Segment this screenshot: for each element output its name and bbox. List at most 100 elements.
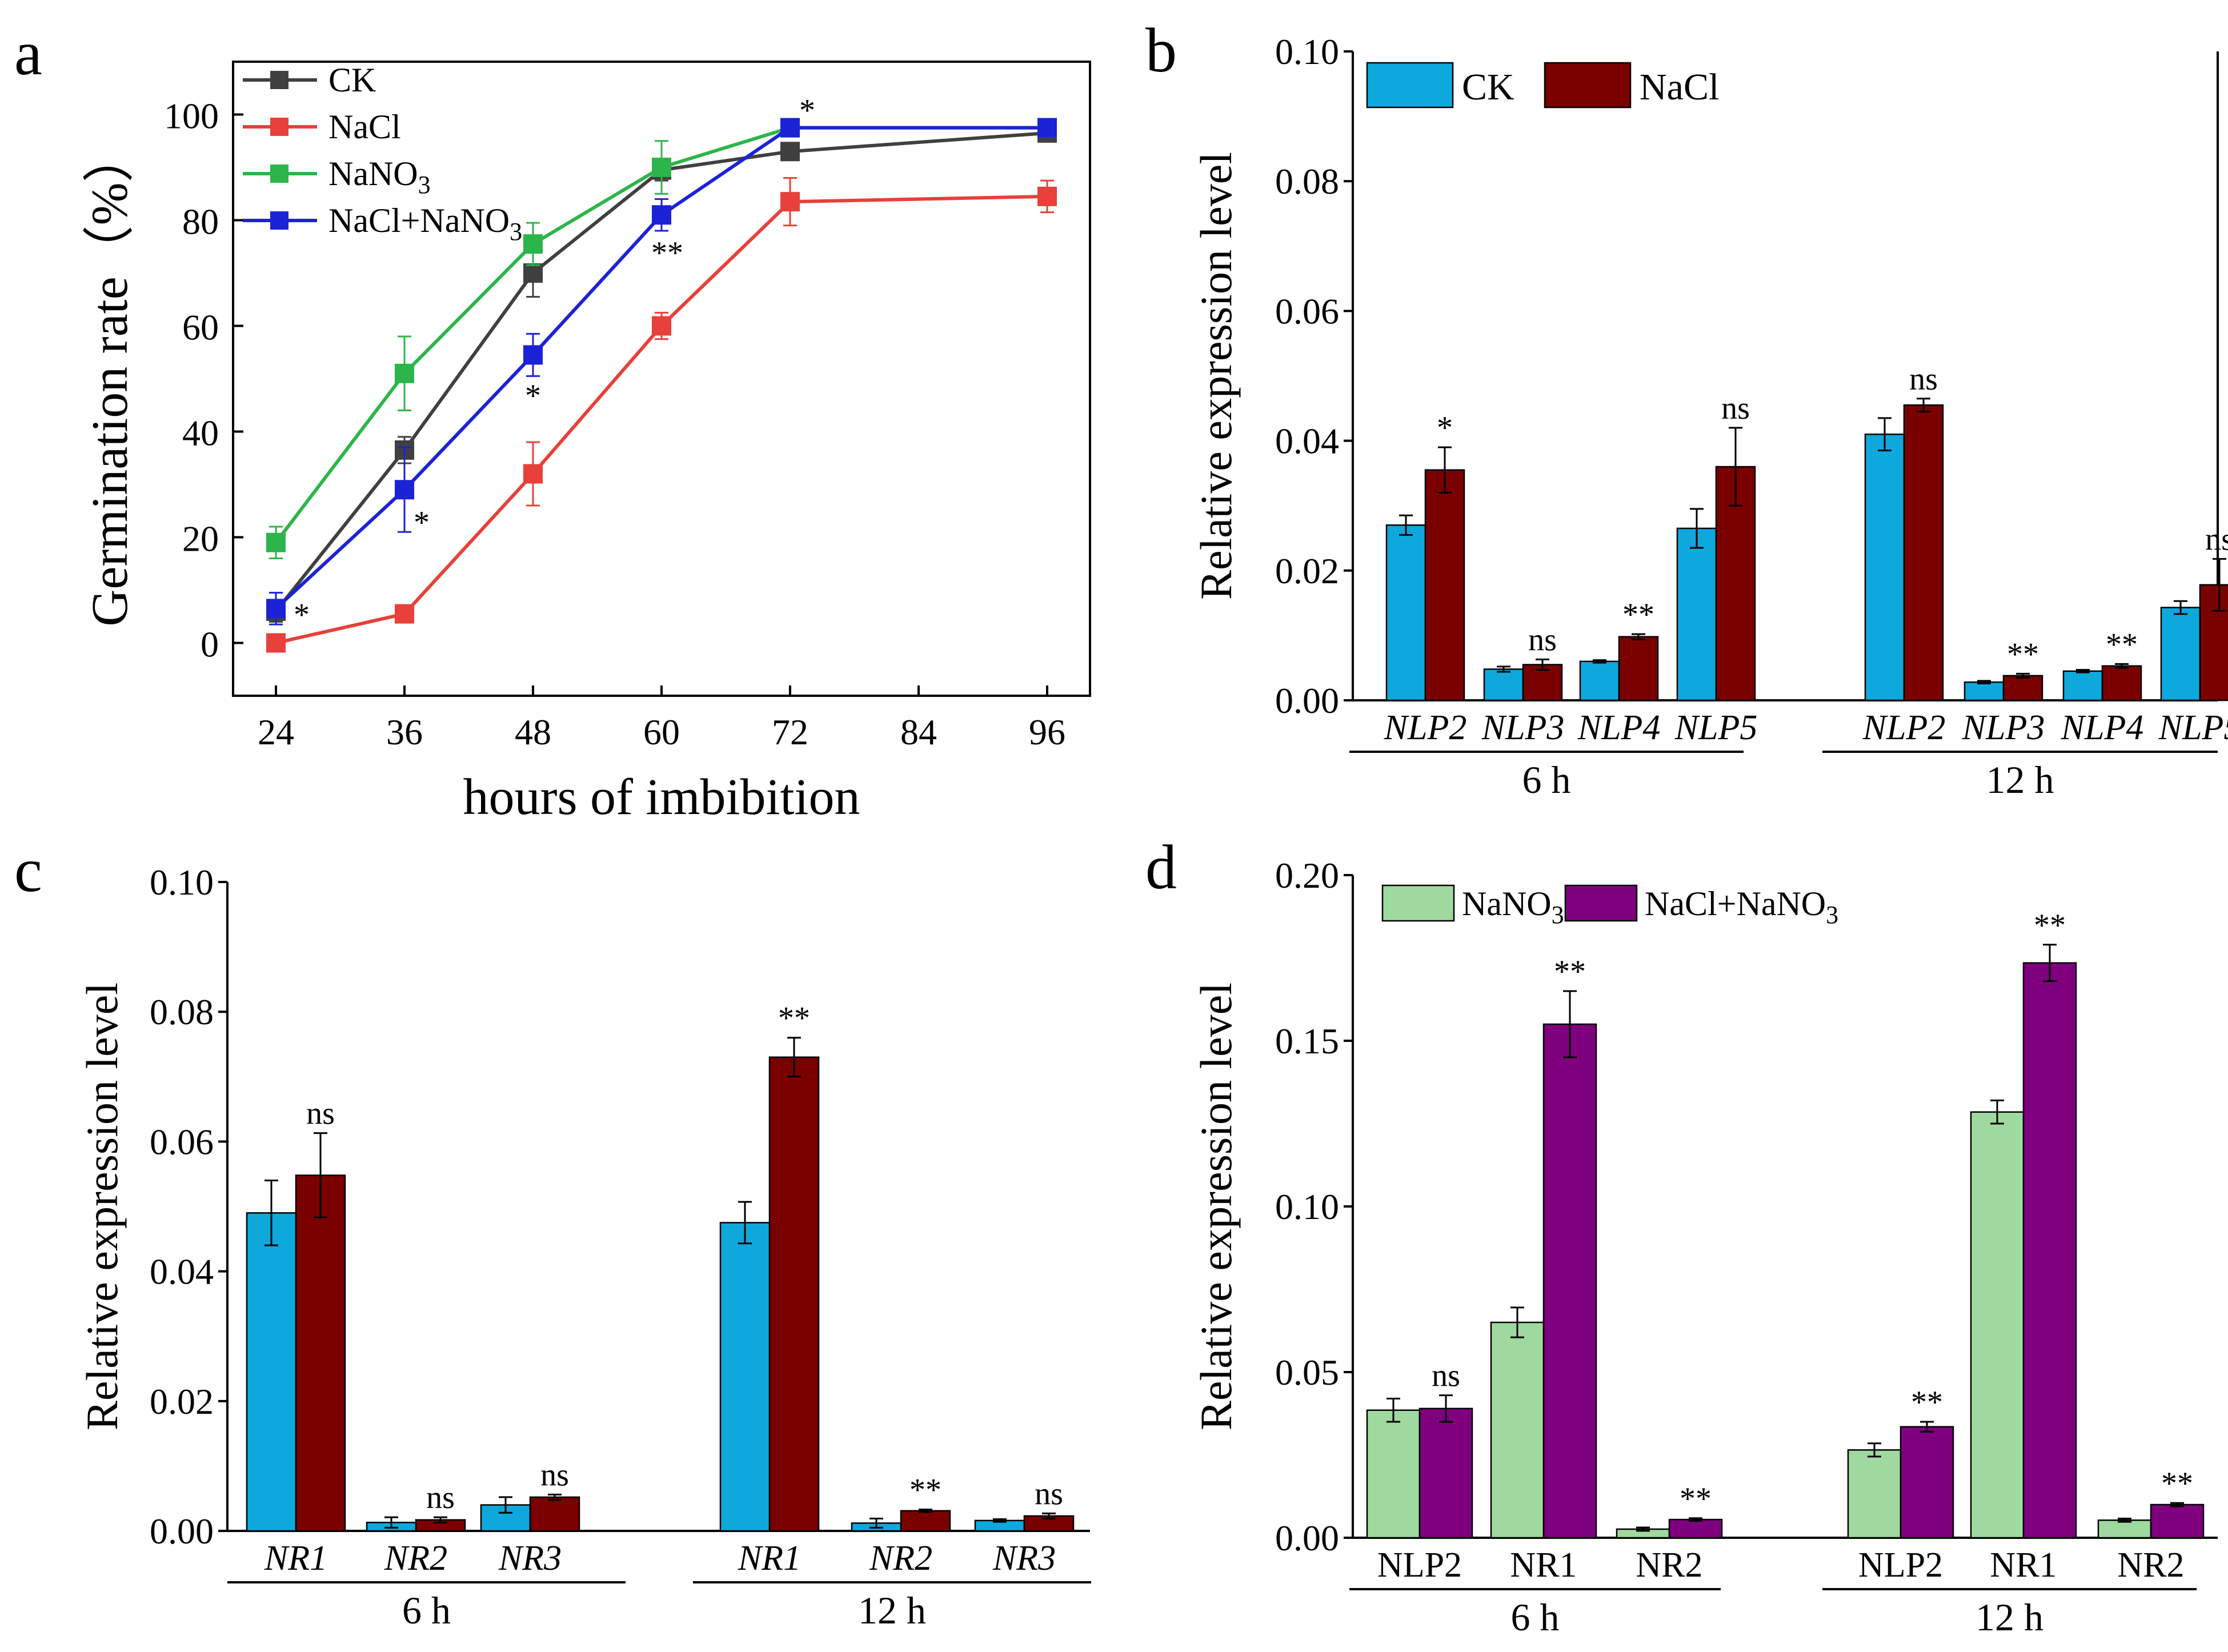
error-bar — [1920, 1421, 1934, 1433]
panel-c-letter: c — [14, 835, 42, 905]
error-bar — [738, 1201, 752, 1245]
y-tick-label: 0.00 — [1275, 1518, 1339, 1558]
group-label: 12 h — [858, 1589, 926, 1632]
error-bar — [2016, 672, 2030, 679]
bar — [1483, 668, 1524, 701]
legend-marker — [270, 118, 288, 136]
group-12 h: ns NLP2 ** NLP3 ** NLP4 ns NLP5 12 h — [1822, 362, 2228, 801]
error-bar — [787, 1037, 801, 1078]
bar — [2062, 670, 2103, 701]
y-tick-label: 0.10 — [150, 862, 214, 903]
y-tick-label: 0.02 — [1275, 551, 1339, 591]
y-tick-label: 40 — [182, 413, 219, 454]
category-label: NLP5 — [1674, 708, 1758, 747]
data-point — [780, 192, 800, 212]
data-point — [523, 263, 543, 283]
data-point — [780, 142, 800, 162]
legend-label-base: NaCl+NaNO — [328, 202, 510, 239]
bar — [1385, 524, 1426, 701]
bar — [768, 1056, 820, 1532]
bar — [2199, 584, 2228, 701]
significance-label: ** — [909, 1473, 941, 1508]
bar — [2101, 665, 2142, 701]
error-bar — [1593, 659, 1606, 664]
bar — [2097, 1519, 2152, 1539]
legend-marker — [270, 211, 288, 230]
bar — [1418, 1408, 1473, 1539]
data-point — [266, 633, 286, 653]
y-axis-title: Relative expression level — [1191, 152, 1241, 600]
legend-label: CK — [328, 61, 376, 99]
bar — [1490, 1321, 1545, 1539]
data-point — [523, 234, 543, 254]
legend-label: NaCl+NaNO3 — [1645, 885, 1838, 929]
group-12 h: ** NR1 ** NR2 ns NR3 12 h — [693, 1001, 1091, 1632]
data-point — [395, 604, 414, 624]
y-tick-label: 0.00 — [150, 1511, 214, 1551]
category-label: NR2 — [2117, 1546, 2184, 1585]
error-bar — [1632, 633, 1645, 640]
data-point — [652, 205, 671, 225]
bar — [2022, 962, 2077, 1539]
y-tick-label: 0.08 — [150, 992, 214, 1032]
significance-label: ** — [1911, 1385, 1943, 1420]
error-bar — [1689, 1517, 1702, 1522]
data-point — [266, 599, 286, 619]
significance-label: ns — [306, 1096, 335, 1132]
data-point — [1037, 186, 1057, 206]
category-label: NLP4 — [1577, 708, 1661, 747]
y-axis-title: Germination rate（%） — [82, 131, 138, 626]
legend-marker — [270, 71, 288, 89]
category-label: NR1 — [1510, 1546, 1577, 1585]
error-bar — [384, 1516, 398, 1529]
bar — [900, 1510, 951, 1532]
legend-label: NaNO3 — [1462, 885, 1564, 929]
bar — [1963, 681, 2005, 701]
group-label: 6 h — [1522, 758, 1571, 801]
error-bar — [1510, 1306, 1524, 1338]
series-line — [274, 131, 1048, 612]
error-bar — [1387, 1397, 1400, 1423]
data-point — [395, 363, 414, 383]
y-axis-title: Relative expression level — [1191, 983, 1241, 1430]
error-bar — [1977, 680, 1991, 684]
category-label: NLP5 — [2158, 708, 2228, 747]
error-bar — [1497, 665, 1510, 673]
category-label: NLP2 — [1858, 1546, 1943, 1585]
bar — [1366, 1409, 1421, 1539]
legend-marker — [270, 165, 288, 183]
category-label: NLP3 — [1481, 708, 1565, 747]
x-tick-label: 60 — [643, 712, 680, 752]
error-bar — [1563, 990, 1577, 1058]
data-point — [1037, 118, 1057, 138]
y-tick-label: 0.10 — [1275, 1186, 1339, 1227]
category-label: NR1 — [738, 1539, 801, 1578]
panel-d: d 0.00 0.05 0.10 0.15 0.20 Relative expression… — [1145, 832, 2218, 1639]
error-bar — [1438, 446, 1452, 494]
category-label: NR1 — [1990, 1546, 2057, 1585]
significance-label: * — [799, 93, 815, 128]
bar — [2160, 607, 2201, 701]
x-tick-label: 48 — [515, 712, 551, 752]
significance-label: * — [1437, 410, 1453, 446]
legend-swatch — [1544, 62, 1632, 109]
legend-label-base: NaNO — [328, 155, 418, 193]
bar — [1579, 660, 1620, 701]
category-label: NLP2 — [1384, 708, 1467, 747]
series-line — [274, 126, 1047, 610]
group-label: 6 h — [402, 1589, 451, 1632]
y-tick-label: 0.00 — [1275, 680, 1339, 721]
series-line — [275, 194, 1048, 645]
significance-label: ns — [1909, 362, 1938, 397]
data-point — [395, 480, 414, 500]
y-axis-title: Relative expression level — [77, 983, 127, 1430]
bar — [1676, 527, 1717, 701]
panel-a: a 24 36 48 60 72 84 96 0 20 40 60 80 100 hours of imbi… — [14, 18, 1091, 825]
category-label: NR3 — [992, 1539, 1056, 1578]
x-tick-label: 96 — [1029, 712, 1065, 752]
x-tick-label: 72 — [772, 712, 808, 752]
significance-label: ns — [1721, 391, 1750, 426]
error-bar — [2213, 558, 2226, 612]
panel-b: b 0.00 0.02 0.04 0.06 0.08 0.10 Relative expres… — [1145, 15, 2228, 801]
